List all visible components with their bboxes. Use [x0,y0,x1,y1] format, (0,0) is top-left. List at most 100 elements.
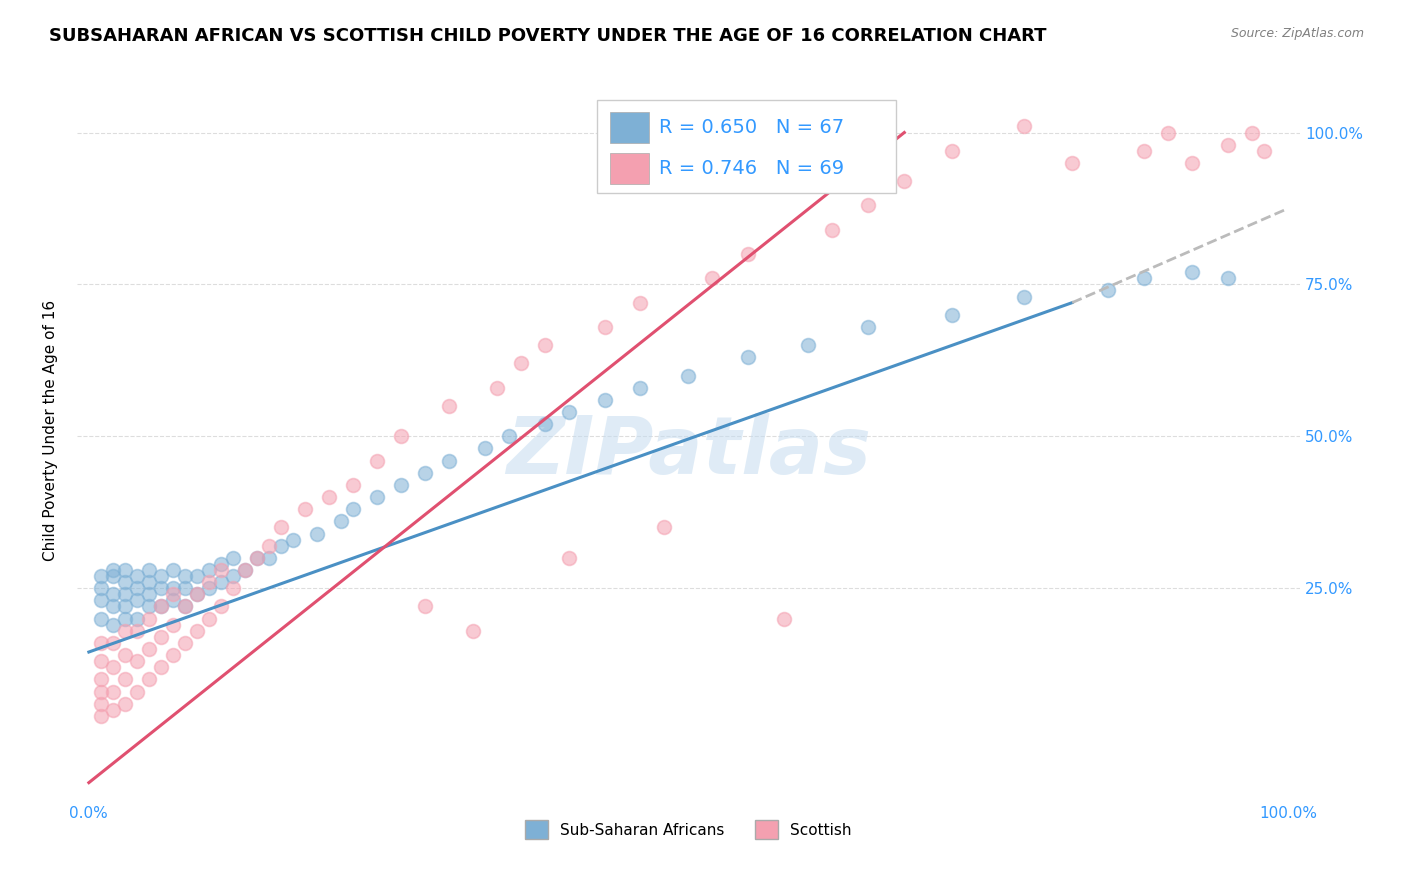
Point [149,569,172,583]
Point [557,550,579,565]
Point [246,550,269,565]
Point [366,490,388,504]
Point [125,611,148,625]
Point [702,271,724,285]
Text: Source: ZipAtlas.com: Source: ZipAtlas.com [1230,27,1364,40]
Point [101,563,124,577]
Point [101,684,124,698]
Point [114,673,136,687]
Point [114,697,136,711]
Point [186,624,208,638]
Point [437,453,460,467]
Point [821,223,844,237]
Point [209,599,232,614]
Point [90,708,112,723]
Point [329,515,352,529]
Point [197,575,219,590]
Point [173,636,195,650]
Point [305,526,328,541]
Point [461,624,484,638]
Point [678,368,700,383]
Point [294,502,316,516]
Point [1216,137,1239,152]
Point [209,557,232,571]
Point [114,611,136,625]
Point [257,550,280,565]
Point [413,466,436,480]
Point [437,399,460,413]
Point [138,563,160,577]
Point [101,599,124,614]
Point [173,581,195,595]
Point [173,569,195,583]
Point [1216,271,1239,285]
FancyBboxPatch shape [610,153,650,184]
Point [114,587,136,601]
Point [773,611,796,625]
Point [173,599,195,614]
Point [125,624,148,638]
FancyBboxPatch shape [596,101,897,193]
Point [342,502,364,516]
Point [1062,156,1084,170]
Point [257,539,280,553]
Text: R = 0.746   N = 69: R = 0.746 N = 69 [659,159,844,178]
Point [389,478,412,492]
Point [737,247,759,261]
Point [858,320,880,334]
Point [1157,126,1180,140]
FancyBboxPatch shape [610,112,650,144]
Point [162,648,184,662]
Point [101,703,124,717]
Point [1133,271,1156,285]
Point [125,593,148,607]
Point [101,617,124,632]
Point [149,581,172,595]
Point [138,673,160,687]
Point [101,636,124,650]
Point [186,569,208,583]
Point [593,320,616,334]
Point [197,563,219,577]
Point [114,575,136,590]
Point [270,520,292,534]
Point [138,575,160,590]
Point [162,581,184,595]
Point [1241,126,1264,140]
Point [1181,265,1204,279]
Point [557,405,579,419]
Point [498,429,520,443]
Point [1133,144,1156,158]
Point [209,575,232,590]
Point [149,630,172,644]
Point [138,599,160,614]
Point [90,569,112,583]
Point [858,198,880,212]
Point [90,581,112,595]
Point [101,660,124,674]
Point [125,654,148,668]
Point [222,569,245,583]
Point [101,587,124,601]
Point [90,697,112,711]
Point [114,624,136,638]
Point [1253,144,1275,158]
Point [197,581,219,595]
Text: R = 0.650   N = 67: R = 0.650 N = 67 [659,119,844,137]
Point [630,295,652,310]
Point [173,599,195,614]
Point [1012,120,1035,134]
Point [90,636,112,650]
Point [125,569,148,583]
Point [246,550,269,565]
Point [474,442,496,456]
Point [101,569,124,583]
Point [222,581,245,595]
Point [90,611,112,625]
Point [1097,284,1119,298]
Point [281,533,304,547]
Point [366,453,388,467]
Point [1181,156,1204,170]
Point [797,338,820,352]
Text: SUBSAHARAN AFRICAN VS SCOTTISH CHILD POVERTY UNDER THE AGE OF 16 CORRELATION CHA: SUBSAHARAN AFRICAN VS SCOTTISH CHILD POV… [49,27,1046,45]
